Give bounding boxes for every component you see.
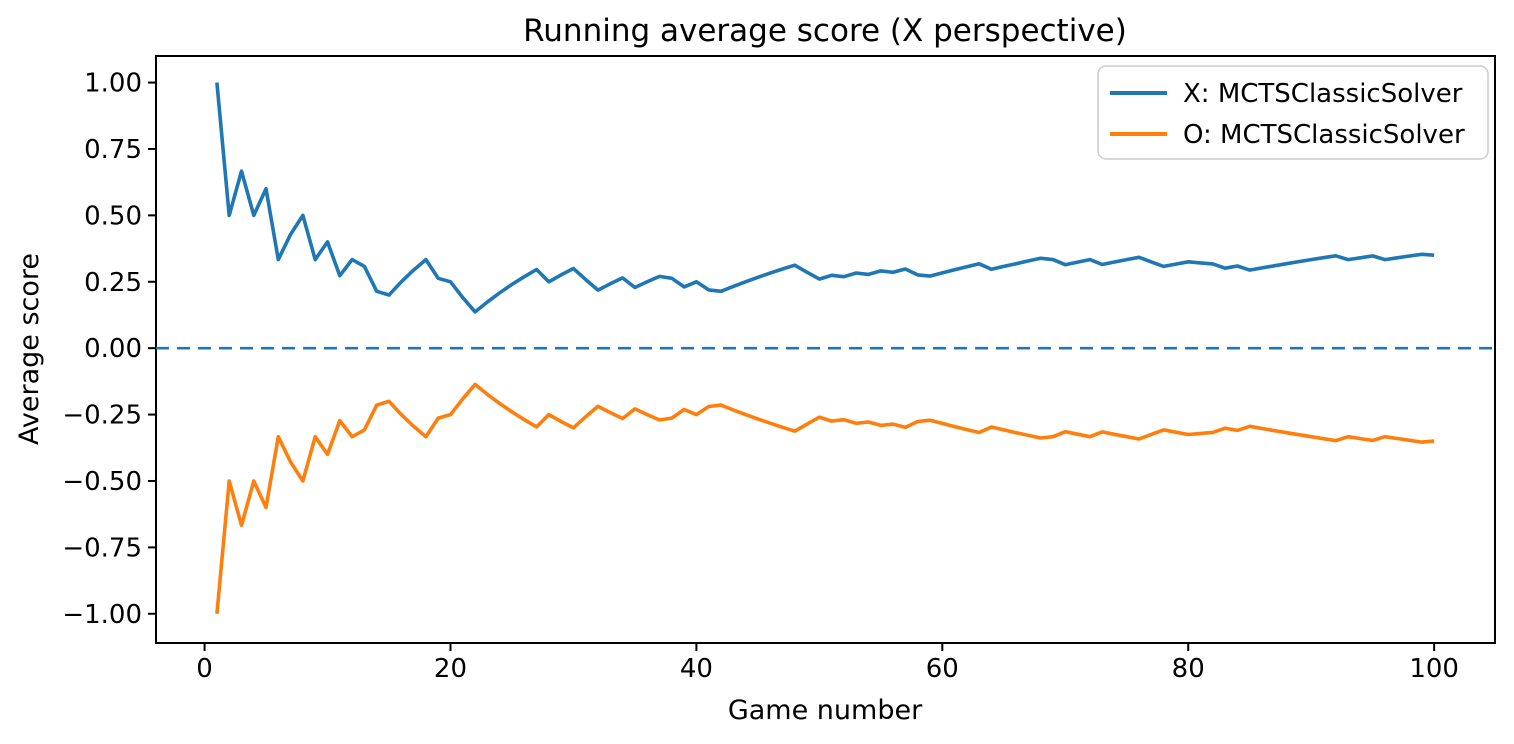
- y-tick-label: −0.75: [62, 533, 142, 563]
- y-tick-label: 0.00: [84, 334, 142, 364]
- y-tick-label: 0.75: [84, 135, 142, 165]
- chart-title: Running average score (X perspective): [523, 13, 1127, 49]
- x-tick-label: 20: [434, 654, 467, 684]
- x-tick-label: 100: [1409, 654, 1459, 684]
- x-tick-label: 60: [926, 654, 959, 684]
- x-series-line: [215, 82, 1435, 314]
- y-tick-label: 0.50: [84, 201, 142, 231]
- x-series-legend-label: X: MCTSClassicSolver: [1183, 79, 1463, 109]
- series-group: [215, 82, 1435, 614]
- y-tick-label: −0.50: [62, 467, 142, 497]
- plot-area: [155, 55, 1496, 644]
- x-axis-ticks: 0 20 40 60 80 100: [196, 643, 1459, 684]
- y-tick-label: 1.00: [84, 69, 142, 99]
- y-tick-label: −0.25: [62, 401, 142, 431]
- x-tick-label: 80: [1172, 654, 1205, 684]
- legend-entry-o: O: MCTSClassicSolver: [1110, 120, 1465, 150]
- y-axis-ticks: 1.00 0.75 0.50 0.25 0.00 −0.25 −0.50 −0.75 −1.00: [62, 69, 156, 630]
- legend-box: X: MCTSClassicSolver O: MCTSClassicSolve…: [1097, 65, 1489, 160]
- legend-frame: [1097, 65, 1489, 160]
- o-series-line: [215, 382, 1435, 614]
- y-tick-label: 0.25: [84, 268, 142, 298]
- y-axis-label: Average score: [14, 253, 45, 445]
- legend-entry-x: X: MCTSClassicSolver: [1110, 79, 1463, 109]
- x-tick-label: 40: [680, 654, 713, 684]
- x-axis-label: Game number: [728, 695, 923, 726]
- x-tick-label: 0: [196, 654, 213, 684]
- o-series-legend-label: O: MCTSClassicSolver: [1183, 120, 1465, 150]
- y-tick-label: −1.00: [62, 600, 142, 630]
